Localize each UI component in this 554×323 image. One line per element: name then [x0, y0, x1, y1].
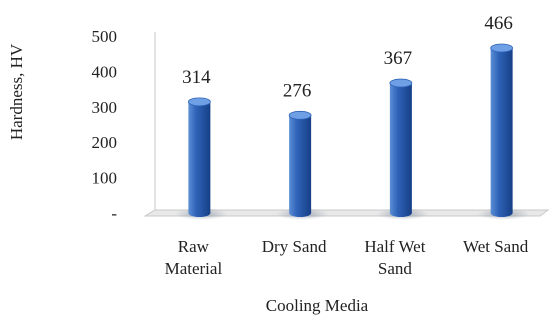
bar-top: [389, 78, 413, 88]
bar: [276, 110, 329, 220]
y-tick-label: 200: [92, 133, 118, 152]
bar-body: [389, 83, 412, 217]
y-tick-label: 300: [92, 98, 118, 117]
x-category-label: Sand: [378, 259, 413, 278]
x-category-label: Material: [165, 259, 223, 278]
bar-top: [490, 43, 514, 53]
data-label: 367: [384, 48, 413, 69]
bar-body: [188, 101, 211, 217]
y-tick-label: -: [111, 204, 117, 223]
y-axis-title: Hardness, HV: [7, 43, 26, 140]
bar: [376, 78, 429, 220]
x-category-label: Dry Sand: [262, 237, 327, 256]
data-label: 466: [484, 13, 513, 34]
bar-top: [187, 97, 211, 107]
x-category-label: Half Wet: [364, 237, 425, 256]
x-category-label: Raw: [178, 237, 210, 256]
data-label: 314: [182, 67, 211, 88]
labels: - 100 200 300 400 500 314 Raw Material 276 Dry San…: [92, 13, 529, 278]
data-label: 276: [283, 80, 312, 101]
y-tick-label: 400: [92, 62, 118, 81]
bars: [175, 43, 530, 220]
y-tick-label: 500: [92, 27, 118, 46]
bar: [477, 43, 530, 220]
x-category-label: Wet Sand: [463, 237, 529, 256]
bar-body: [289, 115, 312, 217]
bar-top: [288, 110, 312, 120]
bar: [175, 97, 228, 220]
x-axis-title: Cooling Media: [266, 296, 369, 315]
y-tick-label: 100: [92, 169, 118, 188]
bar-body: [490, 48, 513, 218]
